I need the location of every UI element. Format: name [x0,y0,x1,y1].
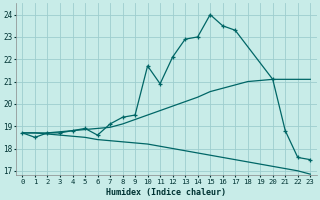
X-axis label: Humidex (Indice chaleur): Humidex (Indice chaleur) [106,188,226,197]
